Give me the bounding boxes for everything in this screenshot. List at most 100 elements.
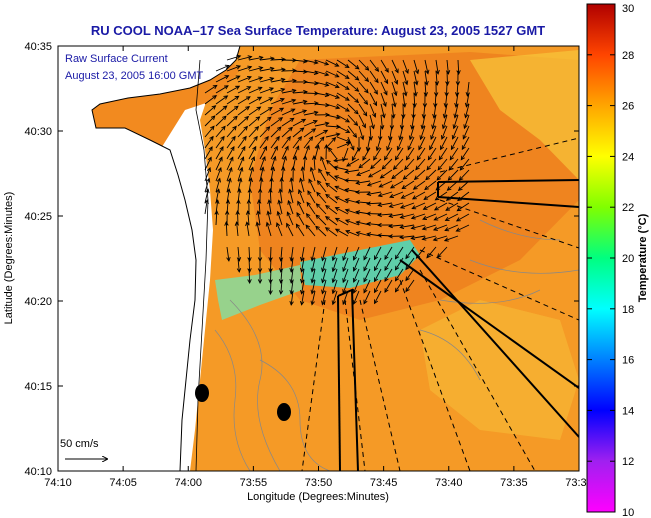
- current-vector: [388, 125, 393, 141]
- current-vector: [386, 136, 393, 152]
- current-vector: [358, 70, 370, 83]
- current-vector: [235, 210, 240, 226]
- current-vector: [404, 158, 415, 171]
- current-vector: [366, 211, 382, 216]
- current-vector: [324, 144, 329, 160]
- current-vector: [259, 135, 269, 149]
- current-vector: [270, 126, 282, 138]
- current-vector: [257, 268, 263, 284]
- x-tick-label: 74:05: [109, 477, 137, 489]
- current-vector: [394, 268, 404, 282]
- current-vector: [402, 81, 408, 97]
- current-vector: [377, 202, 393, 208]
- current-vector: [424, 70, 429, 86]
- current-vector: [321, 257, 327, 273]
- current-vector: [259, 166, 265, 182]
- current-vector: [268, 279, 273, 295]
- current-vector: [336, 114, 351, 123]
- current-vector: [314, 136, 325, 149]
- current-vector: [324, 227, 338, 237]
- current-vector: [310, 290, 316, 306]
- current-vector: [325, 59, 340, 67]
- current-vector: [248, 116, 261, 127]
- current-vector: [276, 210, 283, 226]
- current-vector: [276, 222, 283, 237]
- current-vector: [374, 290, 382, 305]
- current-vector: [441, 125, 448, 140]
- current-vector: [347, 136, 355, 151]
- current-vector: [366, 191, 382, 197]
- current-vector: [268, 257, 273, 273]
- colorbar-tick-label: 26: [622, 101, 634, 113]
- current-vector: [288, 188, 294, 204]
- current-vector: [458, 169, 470, 181]
- current-vector: [325, 70, 340, 78]
- x-tick-label: 73:40: [435, 477, 463, 489]
- current-vector: [270, 87, 286, 94]
- current-vector: [402, 59, 409, 75]
- current-vector: [204, 135, 214, 149]
- current-vector: [355, 231, 371, 237]
- colorbar-tick-label: 16: [622, 355, 634, 367]
- current-vector: [237, 65, 253, 72]
- current-vector: [358, 103, 368, 117]
- current-vector: [306, 201, 316, 215]
- current-vector: [369, 70, 379, 84]
- current-vector: [392, 158, 404, 171]
- colorbar-tick-label: 20: [622, 253, 634, 265]
- current-vector: [215, 135, 225, 149]
- current-vector: [464, 92, 470, 108]
- current-vector: [370, 158, 382, 170]
- current-vector: [281, 135, 291, 149]
- current-vector: [303, 59, 319, 65]
- current-vector: [405, 257, 415, 271]
- current-vector: [281, 108, 296, 116]
- current-vector: [333, 165, 349, 171]
- x-tick-label: 73:45: [370, 477, 398, 489]
- current-vector: [259, 77, 275, 83]
- current-vector: [405, 246, 415, 260]
- current-vector: [401, 180, 415, 190]
- current-vector: [246, 199, 252, 215]
- current-vector: [281, 126, 293, 138]
- current-vector: [431, 114, 437, 130]
- station-marker: [277, 403, 291, 421]
- current-vector: [259, 155, 266, 171]
- current-vector: [410, 235, 426, 241]
- current-vector: [347, 70, 360, 81]
- current-vector: [413, 169, 426, 181]
- current-vector: [441, 114, 448, 130]
- current-vector: [226, 75, 241, 83]
- current-vector: [204, 125, 215, 138]
- current-vector: [234, 221, 240, 237]
- y-tick-label: 40:20: [24, 296, 52, 308]
- current-vector: [422, 202, 437, 210]
- current-vector: [365, 136, 371, 152]
- current-vector: [268, 246, 273, 262]
- current-vector: [408, 125, 415, 141]
- current-vector: [286, 211, 294, 226]
- surface-current-vectors: [204, 54, 470, 306]
- current-vector: [363, 279, 371, 294]
- current-vector: [237, 156, 245, 171]
- current-vector: [369, 103, 377, 118]
- current-vector: [435, 59, 440, 75]
- current-vector: [315, 225, 327, 237]
- current-vector: [259, 87, 275, 94]
- current-vector: [204, 146, 213, 160]
- current-vector: [369, 92, 378, 107]
- coastline: [58, 46, 241, 471]
- current-vector: [270, 117, 284, 127]
- current-vector: [449, 147, 459, 161]
- current-vector: [237, 75, 252, 83]
- current-vector: [314, 81, 330, 87]
- colorbar-tick-label: 14: [622, 405, 634, 417]
- current-vector: [215, 125, 226, 138]
- current-vector: [344, 208, 360, 215]
- current-vector: [352, 290, 360, 305]
- current-vector: [384, 246, 393, 260]
- current-vector: [437, 158, 448, 171]
- current-vector: [292, 118, 307, 127]
- current-vector: [267, 199, 272, 215]
- current-vector: [420, 114, 426, 130]
